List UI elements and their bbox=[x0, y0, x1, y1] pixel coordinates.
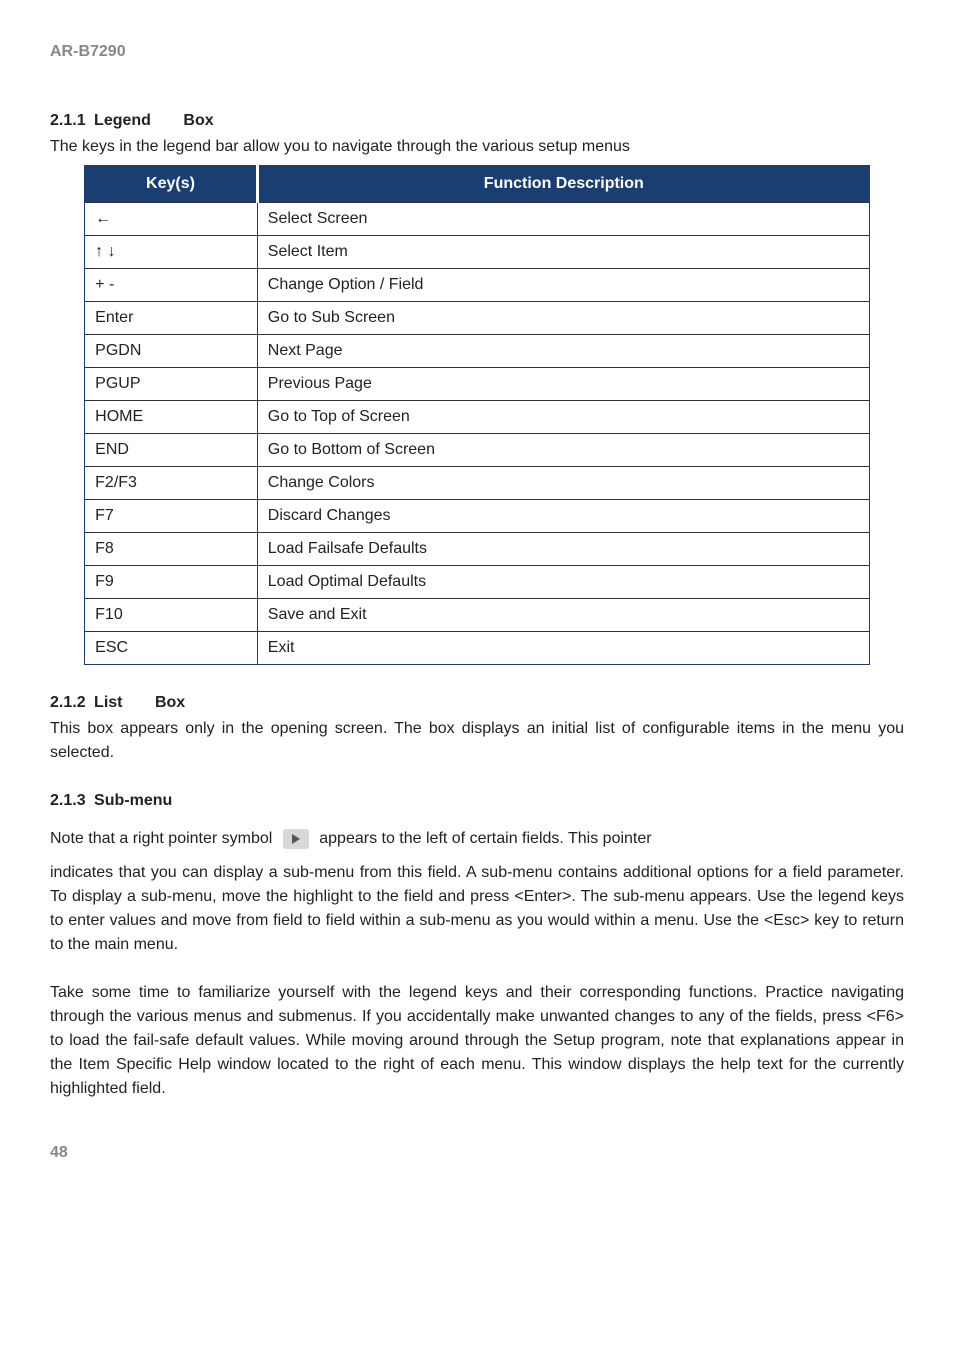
key-cell: F2/F3 bbox=[85, 467, 258, 500]
table-row: PGUPPrevious Page bbox=[85, 368, 870, 401]
legend-table: Key(s) Function Description ←Select Scre… bbox=[84, 165, 870, 665]
table-row: ESCExit bbox=[85, 632, 870, 665]
page-number: 48 bbox=[50, 1141, 904, 1165]
key-cell: F10 bbox=[85, 599, 258, 632]
key-cell: ← bbox=[85, 203, 258, 236]
key-cell: ESC bbox=[85, 632, 258, 665]
table-row: F2/F3Change Colors bbox=[85, 467, 870, 500]
table-row: ←Select Screen bbox=[85, 203, 870, 236]
heading-213: 2.1.3 Sub-menu bbox=[50, 789, 904, 813]
heading-num: 2.1.1 bbox=[50, 112, 86, 129]
key-cell: F7 bbox=[85, 500, 258, 533]
key-cell: ↑ ↓ bbox=[85, 236, 258, 269]
desc-cell: Load Optimal Defaults bbox=[257, 566, 869, 599]
table-row: F8Load Failsafe Defaults bbox=[85, 533, 870, 566]
key-cell: Enter bbox=[85, 302, 258, 335]
line1-b: appears to the left of certain fields. T… bbox=[319, 830, 651, 847]
key-cell: PGDN bbox=[85, 335, 258, 368]
table-row: F10Save and Exit bbox=[85, 599, 870, 632]
section-212-body: This box appears only in the opening scr… bbox=[50, 717, 904, 765]
desc-cell: Save and Exit bbox=[257, 599, 869, 632]
key-cell: F9 bbox=[85, 566, 258, 599]
heading-label: Legend bbox=[94, 112, 151, 129]
desc-cell: Go to Bottom of Screen bbox=[257, 434, 869, 467]
desc-cell: Previous Page bbox=[257, 368, 869, 401]
heading-211: 2.1.1 Legend Box bbox=[50, 109, 904, 133]
table-header-desc: Function Description bbox=[257, 166, 869, 203]
heading-title: Box bbox=[183, 112, 213, 129]
heading-212: 2.1.2 List Box bbox=[50, 691, 904, 715]
table-row: F7Discard Changes bbox=[85, 500, 870, 533]
desc-cell: Load Failsafe Defaults bbox=[257, 533, 869, 566]
desc-cell: Change Option / Field bbox=[257, 269, 869, 302]
table-row: EnterGo to Sub Screen bbox=[85, 302, 870, 335]
desc-cell: Discard Changes bbox=[257, 500, 869, 533]
heading-title: Box bbox=[155, 694, 185, 711]
desc-cell: Go to Top of Screen bbox=[257, 401, 869, 434]
heading-num: 2.1.3 bbox=[50, 792, 86, 809]
table-header-key: Key(s) bbox=[85, 166, 258, 203]
key-cell: PGUP bbox=[85, 368, 258, 401]
key-cell: + - bbox=[85, 269, 258, 302]
desc-cell: Exit bbox=[257, 632, 869, 665]
table-row: + -Change Option / Field bbox=[85, 269, 870, 302]
desc-cell: Change Colors bbox=[257, 467, 869, 500]
desc-cell: Go to Sub Screen bbox=[257, 302, 869, 335]
table-row: ↑ ↓Select Item bbox=[85, 236, 870, 269]
section-213-body2: Take some time to familiarize yourself w… bbox=[50, 981, 904, 1101]
table-row: F9Load Optimal Defaults bbox=[85, 566, 870, 599]
section-211-lead: The keys in the legend bar allow you to … bbox=[50, 135, 904, 159]
heading-label: List bbox=[94, 694, 122, 711]
table-row: PGDNNext Page bbox=[85, 335, 870, 368]
desc-cell: Select Item bbox=[257, 236, 869, 269]
desc-cell: Next Page bbox=[257, 335, 869, 368]
heading-label: Sub-menu bbox=[94, 792, 172, 809]
table-row: HOMEGo to Top of Screen bbox=[85, 401, 870, 434]
section-213-line1: Note that a right pointer symbol appears… bbox=[50, 827, 904, 851]
table-row: ENDGo to Bottom of Screen bbox=[85, 434, 870, 467]
key-cell: END bbox=[85, 434, 258, 467]
key-cell: HOME bbox=[85, 401, 258, 434]
desc-cell: Select Screen bbox=[257, 203, 869, 236]
right-pointer-icon bbox=[283, 829, 309, 849]
section-213-body: indicates that you can display a sub-men… bbox=[50, 861, 904, 957]
page-header: AR-B7290 bbox=[50, 40, 904, 64]
line1-a: Note that a right pointer symbol bbox=[50, 830, 272, 847]
key-cell: F8 bbox=[85, 533, 258, 566]
heading-num: 2.1.2 bbox=[50, 694, 86, 711]
